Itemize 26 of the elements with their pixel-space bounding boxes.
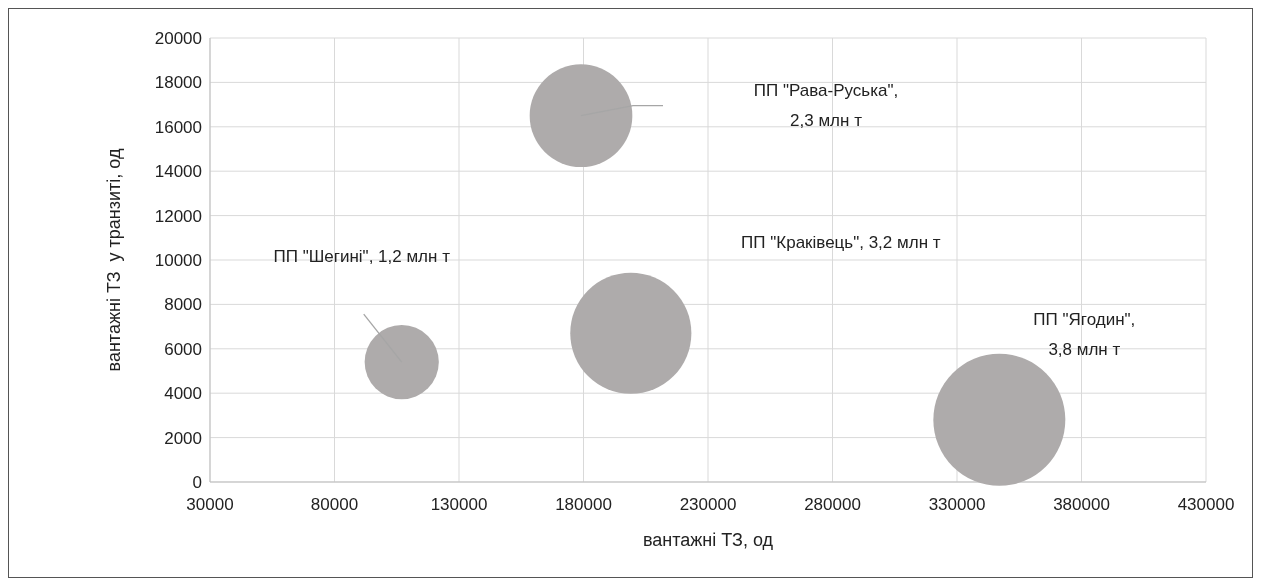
x-tick-label: 130000 xyxy=(430,495,488,514)
y-tick-label: 12000 xyxy=(154,206,202,226)
x-tick-label: 330000 xyxy=(928,495,986,514)
y-axis-title: вантажні ТЗ у транзиті, од xyxy=(104,148,124,372)
annotation: ПП "Краківець", 3,2 млн т xyxy=(741,233,941,253)
x-tick-label: 230000 xyxy=(679,495,737,514)
y-tick-label: 14000 xyxy=(154,162,202,182)
x-tick-label: 380000 xyxy=(1053,495,1110,514)
y-tick-label: 10000 xyxy=(154,251,202,270)
y-tick-label: 2000 xyxy=(164,428,202,448)
x-tick-label: 430000 xyxy=(1177,495,1235,514)
annotation: ПП "Шегині", 1,2 млн т xyxy=(273,247,451,267)
y-tick-label: 4000 xyxy=(164,384,202,404)
x-tick-label: 180000 xyxy=(555,495,612,514)
y-tick-label: 18000 xyxy=(154,73,202,93)
y-tick-label: 8000 xyxy=(164,295,202,315)
x-tick-label: 30000 xyxy=(186,495,234,514)
y-tick-label: 0 xyxy=(192,473,202,492)
y-tick-label: 20000 xyxy=(154,29,202,48)
x-tick-label: 280000 xyxy=(804,495,861,514)
y-tick-label: 16000 xyxy=(154,117,202,137)
y-tick-label: 6000 xyxy=(164,339,202,359)
annotation: ПП "Рава-Руська", 2,3 млн т xyxy=(753,80,899,130)
x-axis-title: вантажні ТЗ, од xyxy=(642,530,774,550)
annotation: ПП "Ягодин", 3,8 млн т xyxy=(1033,309,1136,359)
x-tick-label: 80000 xyxy=(310,495,359,514)
